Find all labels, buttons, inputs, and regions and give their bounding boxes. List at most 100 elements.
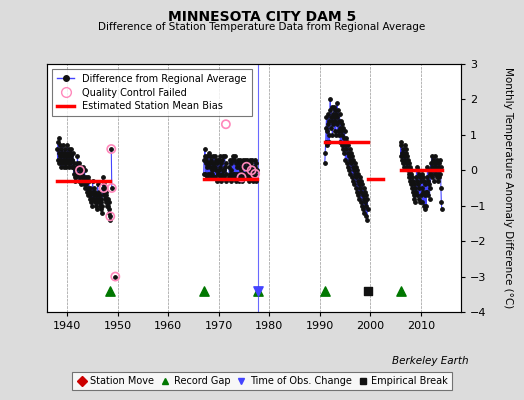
Point [99, 185, 107, 191]
Point [104, 202, 112, 209]
Point [80, 167, 89, 174]
Point [399, 149, 408, 156]
Point [431, 164, 440, 170]
Point [247, 167, 256, 174]
Point [359, 185, 368, 191]
Point [421, 181, 430, 188]
Point [232, 160, 241, 166]
Point [105, 206, 114, 212]
Point [251, 171, 259, 177]
Point [213, 178, 221, 184]
Point [432, 171, 440, 177]
Point [60, 149, 68, 156]
Point [100, 185, 108, 191]
Point [88, 196, 96, 202]
Point [411, 199, 420, 205]
Point [89, 196, 97, 202]
Point [104, 196, 112, 202]
Point [76, 164, 84, 170]
Point [246, 171, 255, 177]
Point [100, 188, 108, 195]
Point [61, 160, 69, 166]
Point [341, 156, 350, 163]
Point [346, 156, 354, 163]
Point [251, 171, 259, 177]
Point [339, 124, 347, 131]
Point [85, 196, 94, 202]
Point [354, 192, 362, 198]
Point [401, 146, 410, 152]
Point [409, 178, 417, 184]
Point [221, 178, 230, 184]
Point [244, 160, 253, 166]
Point [83, 174, 92, 180]
Point [358, 181, 366, 188]
Point [325, 118, 334, 124]
Point [241, 174, 249, 180]
Point [254, 288, 263, 294]
Point [357, 178, 365, 184]
Point [330, 128, 339, 134]
Point [345, 146, 354, 152]
Point [334, 118, 343, 124]
Point [408, 185, 416, 191]
Point [355, 181, 363, 188]
Point [332, 110, 341, 117]
Point [204, 149, 213, 156]
Point [95, 188, 103, 195]
Point [357, 188, 366, 195]
Point [93, 199, 101, 205]
Point [107, 146, 115, 152]
Point [70, 171, 78, 177]
Point [358, 192, 367, 198]
Point [400, 142, 409, 149]
Point [345, 167, 353, 174]
Point [227, 174, 236, 180]
Point [104, 210, 113, 216]
Point [433, 171, 442, 177]
Point [411, 174, 420, 180]
Point [354, 178, 362, 184]
Point [73, 171, 81, 177]
Point [72, 174, 80, 180]
Point [102, 199, 110, 205]
Point [403, 153, 411, 159]
Point [72, 160, 81, 166]
Point [326, 114, 335, 120]
Point [230, 174, 238, 180]
Point [328, 118, 336, 124]
Point [92, 202, 100, 209]
Point [424, 167, 433, 174]
Point [204, 171, 212, 177]
Point [111, 273, 119, 280]
Point [97, 202, 106, 209]
Point [208, 160, 216, 166]
Point [79, 178, 87, 184]
Point [69, 164, 78, 170]
Point [214, 156, 222, 163]
Point [323, 128, 331, 134]
Point [89, 188, 97, 195]
Point [217, 171, 226, 177]
Point [73, 153, 82, 159]
Point [397, 153, 405, 159]
Point [204, 160, 213, 166]
Point [226, 160, 235, 166]
Point [348, 164, 357, 170]
Point [107, 185, 116, 191]
Point [252, 178, 260, 184]
Point [413, 192, 421, 198]
Point [333, 100, 341, 106]
Point [94, 192, 102, 198]
Point [226, 171, 234, 177]
Point [410, 196, 419, 202]
Point [336, 118, 345, 124]
Point [235, 178, 243, 184]
Point [414, 196, 423, 202]
Point [205, 160, 213, 166]
Point [322, 114, 331, 120]
Point [211, 174, 220, 180]
Point [106, 288, 114, 294]
Point [102, 188, 111, 195]
Point [430, 178, 438, 184]
